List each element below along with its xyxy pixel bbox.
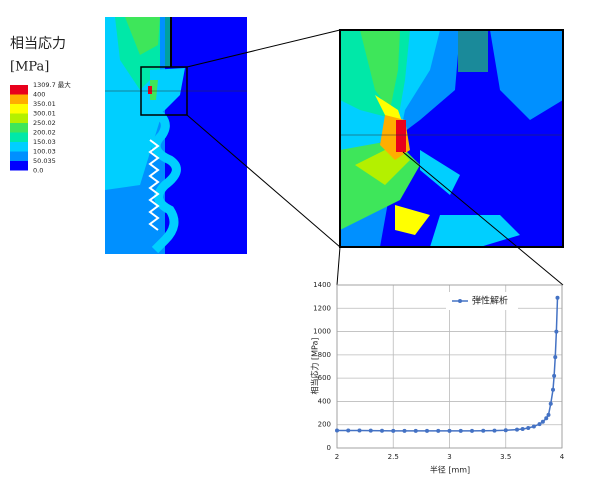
legend-title: 相当応力 [10,36,66,52]
data-point [470,428,474,433]
legend-swatch [10,142,28,152]
y-tick-label: 1000 [313,328,331,336]
data-point [553,355,558,360]
x-tick-label: 4 [560,453,565,461]
data-point [335,428,339,433]
data-point [515,427,519,432]
data-point [526,425,531,430]
legend-label: 250.02 [33,119,56,127]
legend-swatch [10,132,28,142]
legend-swatch [10,113,28,123]
legend-label: 150.03 [33,138,56,146]
connectors [186,29,564,286]
x-tick-label: 2.5 [388,453,399,461]
fem-overview [105,17,247,254]
x-tick-label: 3.5 [500,453,511,461]
legend-swatch [10,123,28,133]
legend-label: 200.02 [33,129,56,137]
y-tick-label: 1200 [313,304,331,312]
data-point [503,428,508,433]
data-point [554,329,559,334]
y-tick-label: 400 [318,397,331,405]
y-axis-label: 相当応力 [MPa] [310,337,320,394]
data-point [546,412,551,417]
plot-frame [336,284,563,449]
x-tick-label: 3 [447,453,451,461]
data-point [492,428,497,433]
legend-swatch [10,104,28,114]
legend-swatch [10,94,28,104]
data-point [548,401,553,406]
data-point [537,422,542,427]
data-point [540,419,545,424]
legend-marker [458,299,462,303]
line-chart: 相当応力 [MPa] 半径 [mm] 0 200 400 600 800 1000 1200… [310,281,565,475]
data-point [447,428,452,433]
legend-box [446,292,518,310]
legend-label: 350.01 [33,100,56,108]
legend-label: 50.035 [33,157,56,165]
data-point [380,428,384,433]
legend-label: 0.0 [33,167,43,175]
data-point [357,428,362,433]
y-tick-label: 1400 [313,281,331,289]
legend-label: 300.01 [33,110,56,118]
x-tick-label: 2 [335,453,339,461]
legend-label: 400 [33,91,45,99]
data-point [402,428,407,433]
y-tick-label: 800 [318,351,331,359]
legend-label: 1309.7 最大 [33,80,71,89]
data-point [413,428,418,433]
data-point [531,424,536,429]
y-tick-label: 0 [327,444,331,452]
y-tick-label: 200 [318,421,331,429]
legend-swatch [10,161,28,171]
legend-swatch [10,151,28,161]
data-point [458,428,463,433]
data-point [346,428,351,433]
x-axis-label: 半径 [mm] [430,465,470,475]
data-point [436,428,441,433]
data-point [520,427,525,432]
data-point [368,428,373,433]
data-point [544,416,549,421]
data-point [552,373,557,378]
legend-swatch [10,85,28,95]
legend-unit: [MPa] [10,60,49,75]
fem-zoom [339,29,564,248]
data-point [555,295,560,300]
y-tick-label: 600 [318,374,331,382]
legend-label: 100.03 [33,148,56,156]
data-point [391,428,396,433]
data-point [425,428,429,433]
legend-entry: 弾性解析 [472,295,508,307]
data-line [337,297,559,432]
data-point [551,387,555,392]
data-point [481,428,486,433]
